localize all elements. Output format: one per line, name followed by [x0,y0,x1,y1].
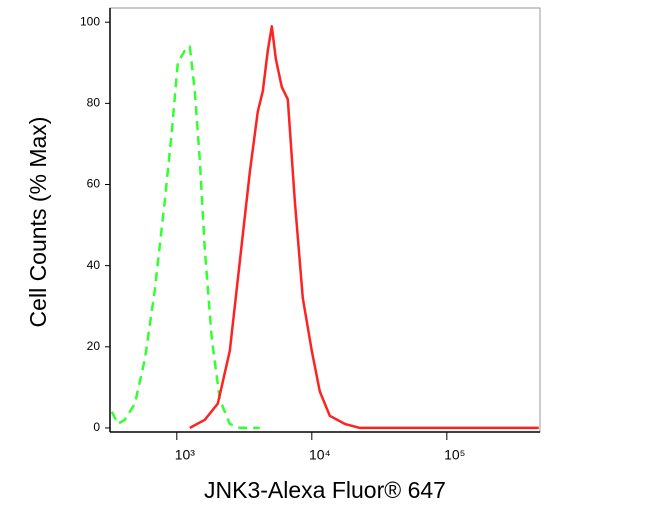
y-tick-label: 40 [87,258,101,272]
y-tick-label: 60 [87,177,101,191]
x-tick-label: 10⁴ [309,447,331,463]
plot-frame [109,7,541,433]
x-tick-label: 10⁵ [444,447,465,463]
y-tick-label: 100 [80,14,100,28]
series-line [110,45,260,430]
x-tick-label: 10³ [175,447,196,463]
y-tick-label: 80 [87,96,101,110]
y-axis-title: Cell Counts (% Max) [25,117,51,328]
series-line [189,25,539,430]
y-tick-label: 20 [87,339,101,353]
x-axis-title: JNK3-Alexa Fluor® 647 [204,477,446,503]
y-tick-label: 0 [93,420,100,434]
